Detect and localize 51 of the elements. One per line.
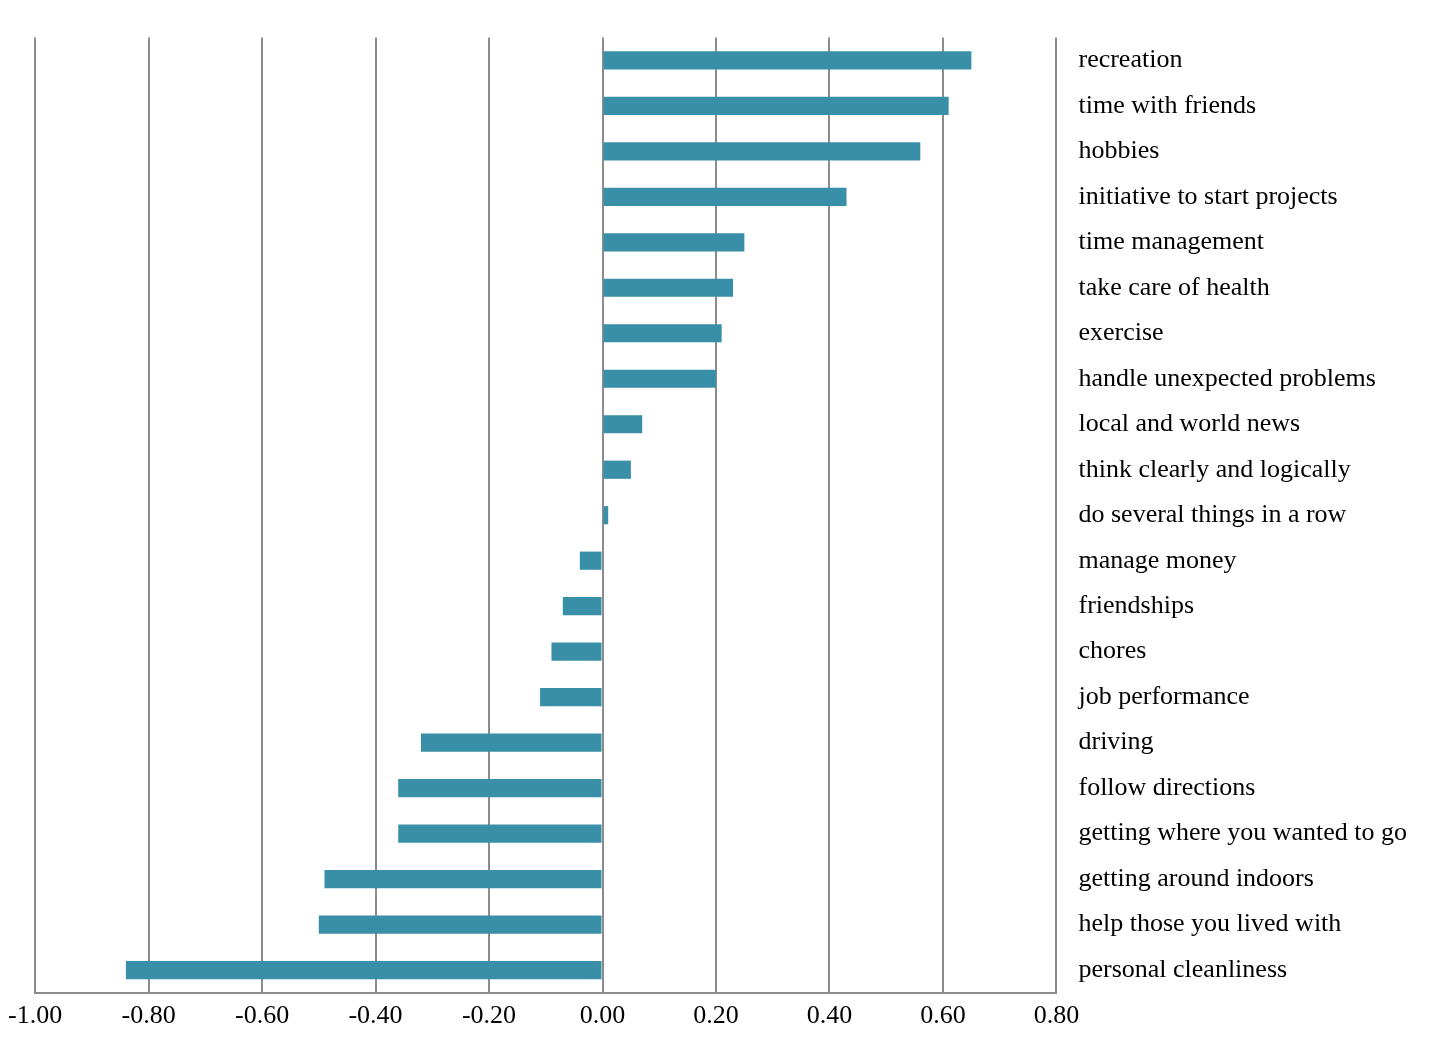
y-tick-label: do several things in a row (1078, 499, 1347, 529)
y-tick-label: friendships (1078, 590, 1195, 619)
y-tick-label: think clearly and logically (1078, 453, 1351, 483)
y-tick-label: time with friends (1078, 89, 1257, 119)
x-tick-label: -0.20 (461, 1000, 517, 1030)
x-tick-label: 0.80 (1033, 1000, 1080, 1030)
y-tick-label: getting around indoors (1078, 862, 1314, 892)
y-tick-label: initiative to start projects (1078, 180, 1338, 210)
bar (398, 824, 602, 843)
x-tick-label: -0.40 (348, 1000, 403, 1030)
bar (398, 779, 602, 798)
y-tick-label: chores (1078, 635, 1147, 665)
x-tick-label: -1.00 (7, 1000, 63, 1030)
y-tick-label: recreation (1078, 44, 1183, 74)
y-tick-label: time management (1078, 226, 1265, 256)
y-tick-label: local and world news (1078, 408, 1301, 438)
x-tick-label: 0.60 (920, 1000, 966, 1030)
y-tick-label: follow directions (1078, 771, 1256, 801)
y-tick-label: handle unexpected problems (1078, 362, 1376, 392)
bar (603, 233, 745, 252)
bar (562, 597, 602, 616)
bar (579, 551, 602, 570)
x-tick-label: -0.80 (121, 1000, 176, 1030)
y-tick-label: getting where you wanted to go (1078, 817, 1407, 847)
y-tick-label: personal cleanliness (1078, 953, 1288, 983)
bar (603, 324, 722, 343)
y-tick-label: manage money (1078, 544, 1237, 574)
y-tick-label: exercise (1078, 317, 1164, 347)
bar (125, 960, 602, 980)
y-tick-label: take care of health (1078, 271, 1270, 301)
bar (603, 369, 717, 388)
x-tick-label: -0.60 (234, 1000, 290, 1030)
bar (603, 96, 949, 115)
bar (324, 869, 602, 889)
bar (603, 415, 643, 434)
y-tick-label: job performance (1077, 680, 1250, 710)
bar (603, 142, 921, 161)
bar (603, 187, 847, 206)
x-tick-label: 0.20 (693, 1000, 739, 1030)
bar (603, 278, 734, 297)
y-tick-label: help those you lived with (1078, 908, 1342, 938)
x-tick-label: 0.40 (806, 1000, 853, 1030)
y-tick-label: hobbies (1078, 135, 1160, 165)
bar (420, 733, 602, 752)
x-tick-label: 0.00 (579, 1000, 626, 1030)
bar (603, 460, 631, 479)
bar (318, 915, 602, 934)
y-tick-label: driving (1078, 726, 1154, 756)
bar (551, 642, 602, 661)
bar (540, 688, 602, 707)
bar (603, 51, 972, 70)
